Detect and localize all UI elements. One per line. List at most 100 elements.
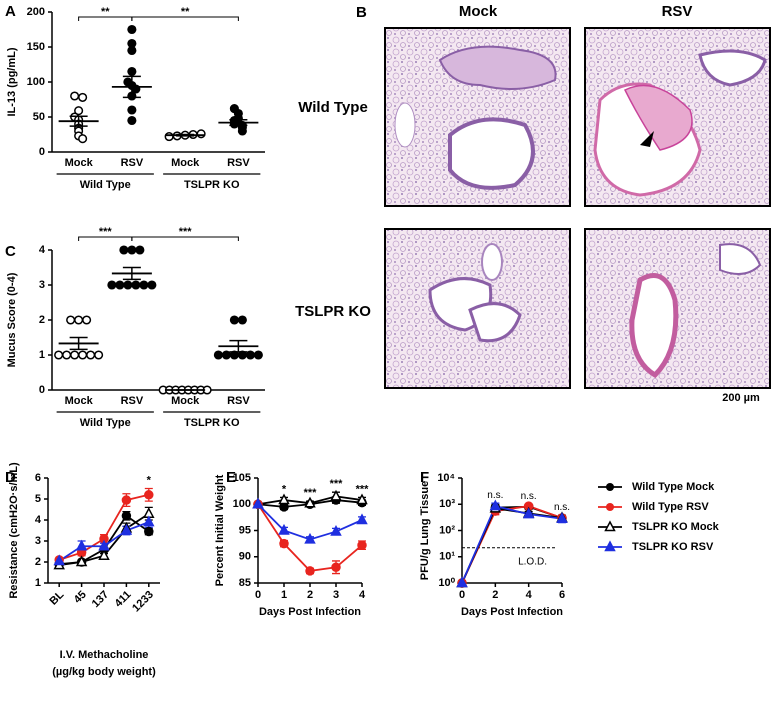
y-tick-label: 10⁰ xyxy=(438,577,455,589)
significance-label: *** xyxy=(356,483,370,495)
data-point xyxy=(252,497,264,509)
x-tick-label: 45 xyxy=(72,589,89,606)
data-point xyxy=(94,350,104,360)
legend-label: Wild Type Mock xyxy=(632,481,715,493)
data-point xyxy=(278,493,290,505)
group-label: TSLPR KO xyxy=(184,417,240,429)
data-point xyxy=(489,499,502,511)
x-tick-label: Mock xyxy=(65,395,94,407)
row-label: Wild Type xyxy=(298,99,368,116)
data-point xyxy=(356,513,368,525)
group-label: TSLPR KO xyxy=(184,179,240,191)
significance-label: n.s. xyxy=(521,491,537,502)
data-point xyxy=(74,315,84,325)
data-point xyxy=(245,350,255,360)
panel-letter: D xyxy=(5,469,16,486)
data-point xyxy=(78,134,88,144)
significance-label: * xyxy=(282,483,287,495)
y-tick-label: 10² xyxy=(439,524,455,536)
x-tick-label: 2 xyxy=(307,589,313,601)
y-tick-label: 3 xyxy=(39,279,45,291)
data-point xyxy=(330,489,342,501)
x-tick-label: RSV xyxy=(227,395,250,407)
data-point xyxy=(127,115,137,126)
data-point xyxy=(115,280,125,290)
y-tick-label: 85 xyxy=(239,577,251,589)
significance-bracket xyxy=(131,236,239,241)
data-point xyxy=(119,245,129,255)
y-tick-label: 5 xyxy=(35,493,41,505)
x-tick-label: Mock xyxy=(171,395,200,407)
data-point xyxy=(98,549,110,560)
sem-bar xyxy=(176,133,195,137)
data-point xyxy=(123,280,133,290)
y-axis-label: Percent Initial Weight xyxy=(214,474,226,586)
y-tick-label: 50 xyxy=(33,111,45,123)
significance-label: n.s. xyxy=(554,502,570,513)
y-tick-label: 4 xyxy=(39,244,46,256)
x-tick-label: 0 xyxy=(255,589,261,601)
data-point xyxy=(279,538,289,549)
significance-label: ** xyxy=(181,6,190,18)
data-point xyxy=(70,350,80,360)
data-point xyxy=(127,24,137,35)
data-point xyxy=(196,129,206,139)
data-point xyxy=(556,512,568,524)
group-label: Wild Type xyxy=(80,417,131,429)
data-point xyxy=(278,523,290,535)
x-tick-label: Mock xyxy=(171,157,200,169)
x-tick-label: 2 xyxy=(492,589,498,601)
x-tick-label: 3 xyxy=(333,589,339,601)
sem-bar xyxy=(229,119,248,127)
x-tick-label: BL xyxy=(48,588,67,607)
x-axis-label: (µg/kg body weight) xyxy=(52,666,156,678)
data-point xyxy=(221,350,231,360)
series-line xyxy=(461,505,563,584)
data-point xyxy=(78,350,88,360)
significance-label: ** xyxy=(101,6,110,18)
histology-panel: B Mock RSV Wild Type TSLPR KO xyxy=(295,3,771,404)
data-point xyxy=(147,280,157,290)
data-point xyxy=(131,280,141,290)
data-point xyxy=(522,507,535,519)
y-tick-label: 0 xyxy=(39,146,45,158)
legend-marker xyxy=(604,540,616,552)
legend-marker xyxy=(606,503,614,511)
legend-label: TSLPR KO RSV xyxy=(632,541,714,553)
data-point xyxy=(86,350,96,360)
data-point xyxy=(98,539,110,551)
data-point xyxy=(127,66,137,77)
x-tick-label: 4 xyxy=(359,589,366,601)
y-tick-label: 0 xyxy=(39,384,45,396)
data-point xyxy=(75,555,88,567)
y-axis-label: Mucus Score (0-4) xyxy=(6,272,18,367)
significance-label: * xyxy=(147,474,152,486)
y-tick-label: 90 xyxy=(239,551,251,563)
data-point xyxy=(62,350,72,360)
panel-letter: B xyxy=(356,4,367,21)
data-point xyxy=(127,105,137,115)
panel-letter: A xyxy=(5,3,16,20)
x-tick-label: 137 xyxy=(90,589,111,610)
y-tick-label: 1 xyxy=(39,349,45,361)
data-point xyxy=(144,490,154,500)
y-tick-label: 2 xyxy=(39,314,45,326)
y-tick-label: 100 xyxy=(27,76,45,88)
data-point xyxy=(75,539,88,551)
legend-label: TSLPR KO Mock xyxy=(632,521,720,533)
data-point xyxy=(120,523,133,535)
data-point xyxy=(78,92,88,102)
data-point xyxy=(304,496,316,508)
group-label: Wild Type xyxy=(80,179,131,191)
x-axis-label: Days Post Infection xyxy=(259,606,361,618)
y-tick-label: 10³ xyxy=(439,498,455,510)
data-point xyxy=(143,515,155,527)
y-tick-label: 100 xyxy=(233,498,251,510)
legend-marker xyxy=(604,520,616,532)
legend-label: Wild Type RSV xyxy=(632,501,709,513)
x-tick-label: 4 xyxy=(526,589,533,601)
significance-label: *** xyxy=(304,487,318,499)
x-tick-label: 6 xyxy=(559,589,565,601)
data-point xyxy=(54,350,64,360)
sem-bar xyxy=(122,266,141,281)
